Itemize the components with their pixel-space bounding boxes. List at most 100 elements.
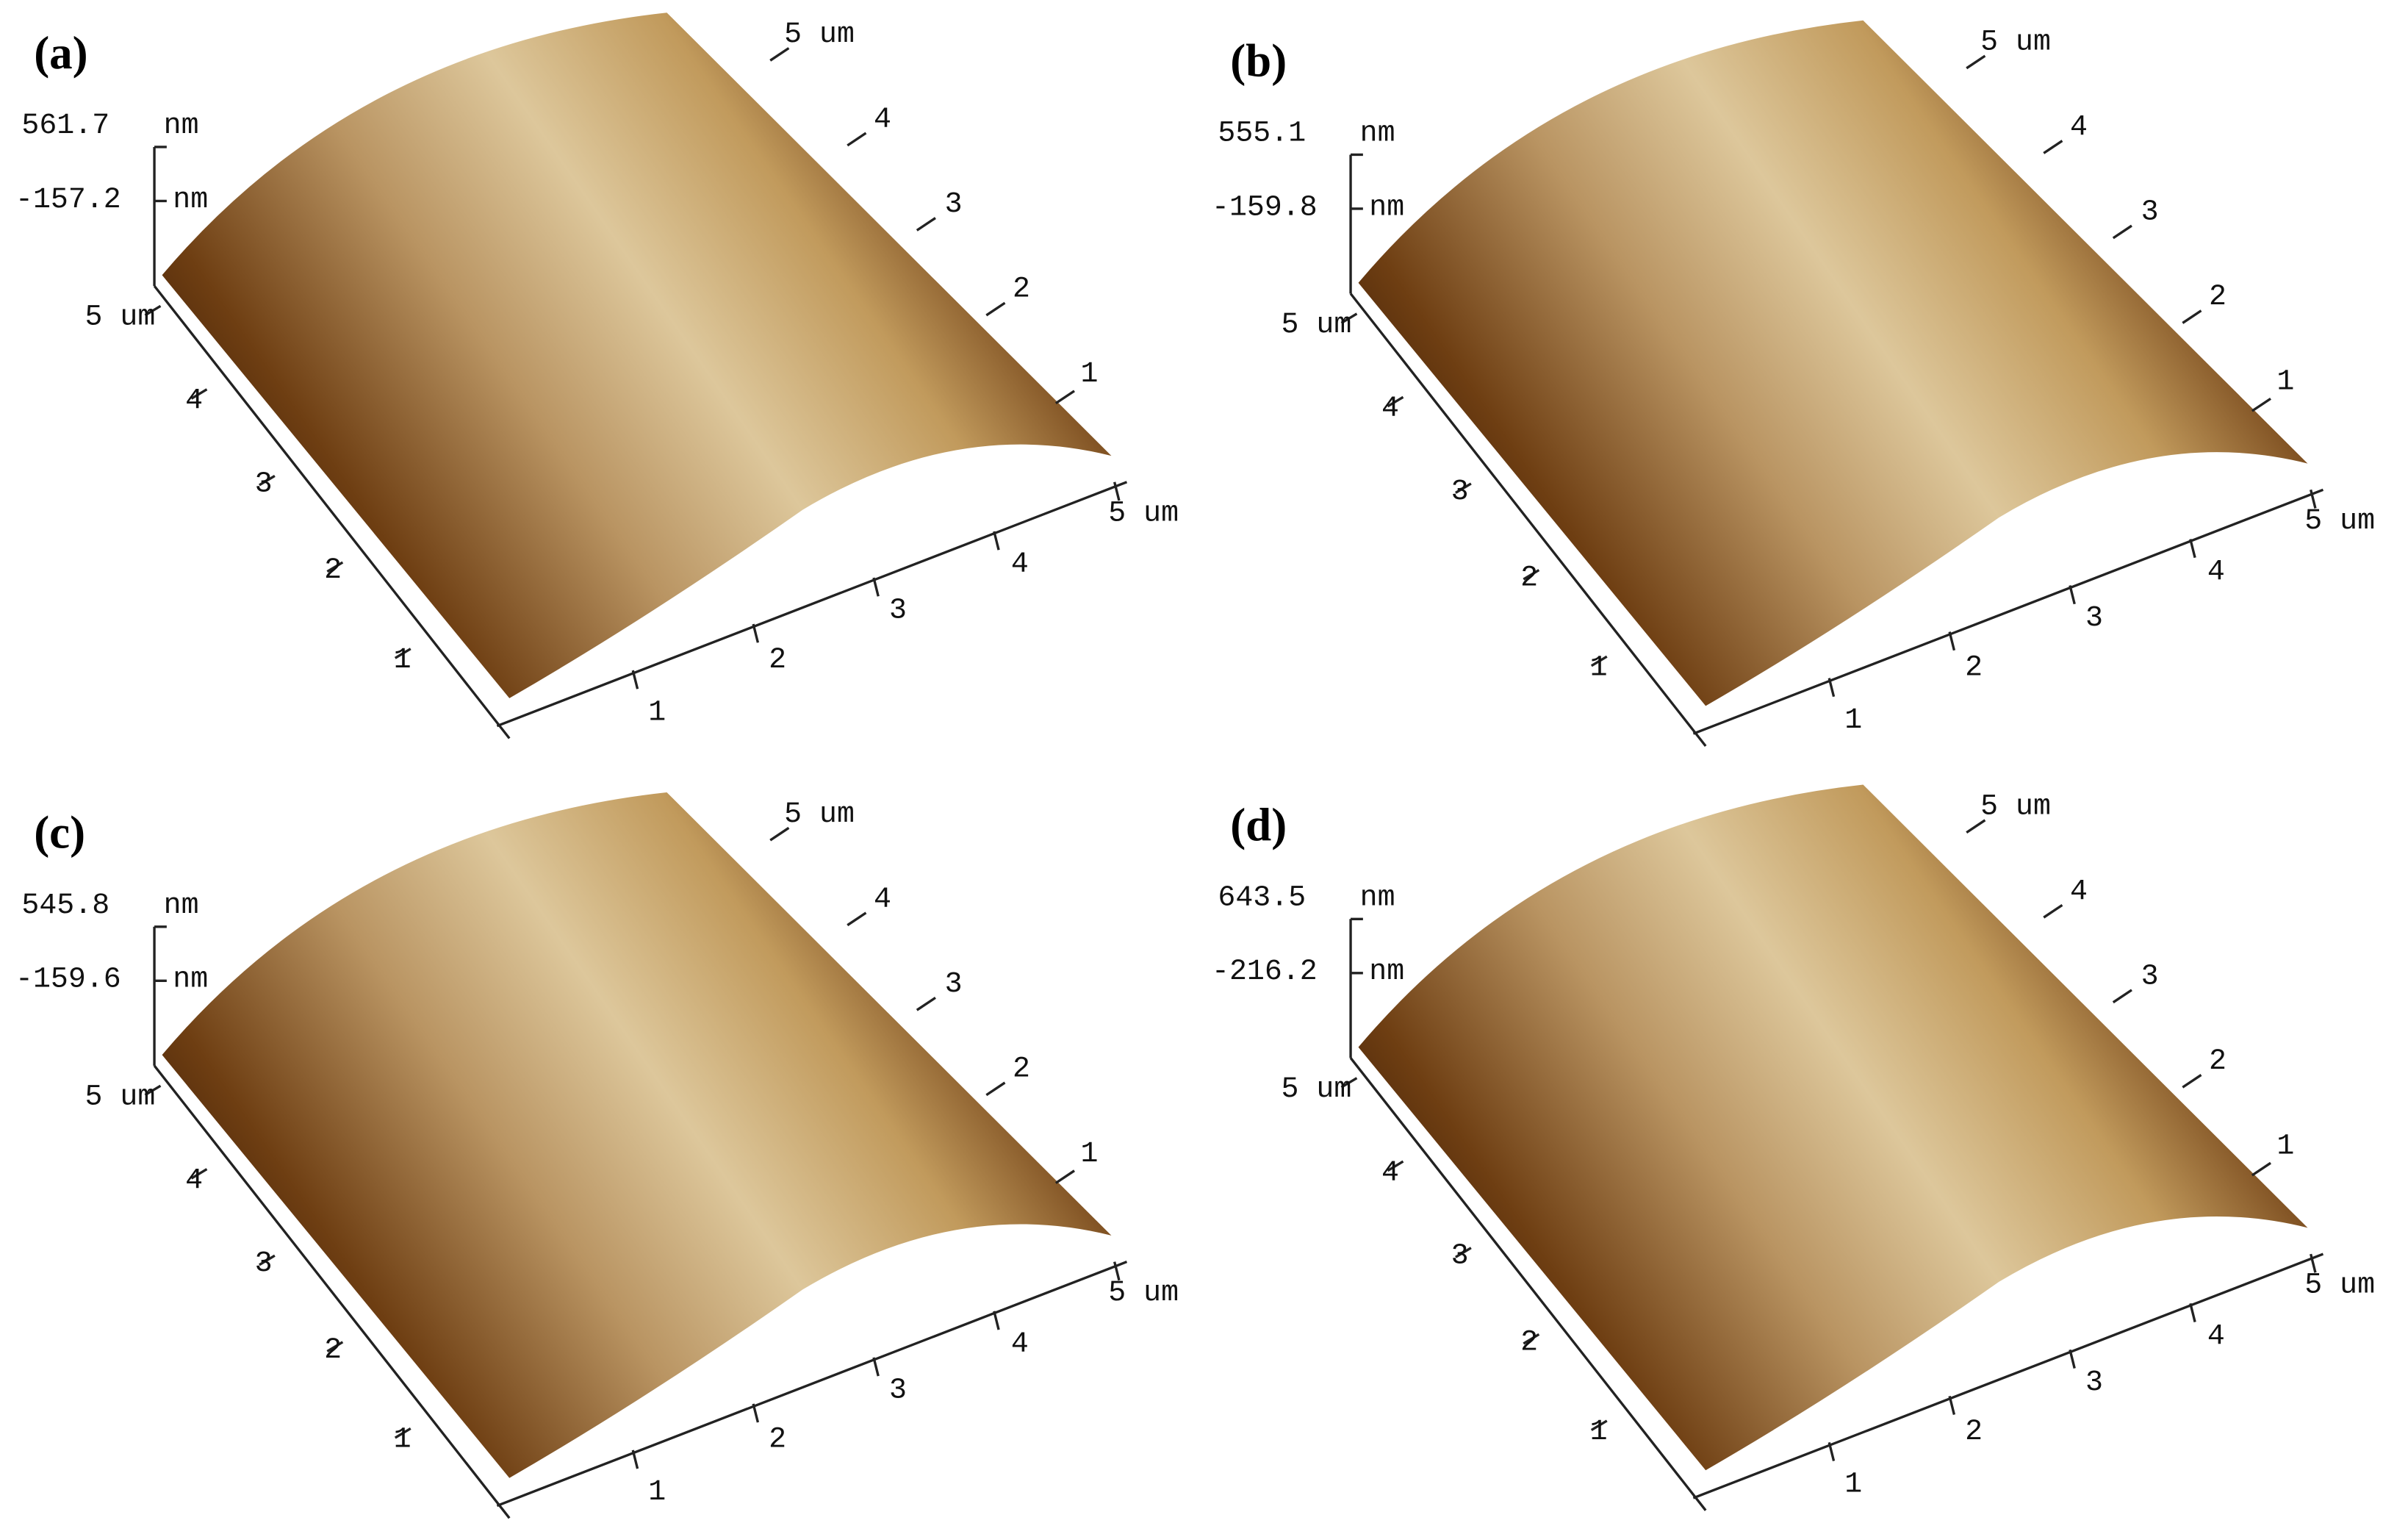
tick-mark <box>1340 312 1358 324</box>
tick-mark <box>1054 390 1075 405</box>
y-tick-label: 3 <box>255 1247 273 1280</box>
tick-mark <box>2310 489 2317 509</box>
y-tick-label: 4 <box>1381 391 1399 424</box>
y-tick-label: 1 <box>1590 1415 1608 1448</box>
x-tick-label: 3 <box>2085 1366 2103 1399</box>
surface <box>162 12 1112 698</box>
tick-mark <box>259 474 276 487</box>
tick-mark <box>985 301 1006 317</box>
back-tick-label: 2 <box>1013 273 1030 306</box>
z-unit: nm <box>1369 190 1404 223</box>
tick-mark <box>2069 585 2076 605</box>
x-tick-label: 3 <box>889 1373 907 1406</box>
x-tick-label: 4 <box>2207 555 2225 588</box>
tick-mark <box>993 531 1000 551</box>
afm-panel: (c) 545.8 nm -159.6 nm 1 1 1 2 2 2 3 3 3 4 4 4 5 um 5 um 5 … <box>15 792 1179 1519</box>
back-tick-label: 5 um <box>1980 789 2051 823</box>
bottom-axis <box>1692 1253 2324 1499</box>
y-tick-label: 5 um <box>1282 1072 1352 1105</box>
x-tick-label: 3 <box>889 594 907 627</box>
tick-mark <box>1948 631 1956 651</box>
tick-mark <box>2069 1349 2076 1369</box>
x-tick-label: 5 um <box>2304 1269 2375 1302</box>
tick-mark <box>2182 309 2202 324</box>
z-max-label: 561.7 <box>21 109 109 142</box>
z-unit: nm <box>173 183 208 216</box>
surface <box>162 792 1112 1478</box>
tick-mark <box>190 1168 208 1180</box>
x-tick-label: 5 um <box>2304 504 2375 537</box>
surface <box>1358 784 2308 1471</box>
bottom-axis <box>496 481 1128 728</box>
z-max-label: 643.5 <box>1218 881 1306 914</box>
back-tick-label: 2 <box>2209 1044 2226 1078</box>
tick-mark <box>1827 1441 1836 1461</box>
back-tick-label: 1 <box>2276 365 2294 398</box>
tick-mark <box>985 1081 1006 1097</box>
tick-mark <box>1523 1333 1540 1345</box>
y-tick-label: 1 <box>394 1423 411 1456</box>
z-min-label: -216.2 <box>1212 955 1318 988</box>
back-tick-label: 5 um <box>784 18 855 51</box>
z-axis <box>153 146 167 287</box>
tick-mark <box>1387 395 1404 408</box>
afm-panel: (d) 643.5 nm -216.2 nm 1 1 1 2 2 2 3 3 3 4 4 4 5 um 5 um 5 … <box>1212 784 2375 1511</box>
back-tick-label: 3 <box>2141 196 2159 229</box>
back-tick-label: 2 <box>2209 280 2226 313</box>
x-tick-label: 2 <box>1965 1415 1983 1448</box>
tick-mark <box>2189 539 2196 559</box>
y-tick-label: 4 <box>185 384 203 417</box>
z-max-label: 555.1 <box>1218 117 1306 150</box>
panel-label: (d) <box>1230 799 1287 850</box>
back-tick-label: 5 um <box>1980 26 2051 59</box>
tick-mark <box>916 996 936 1011</box>
z-axis <box>153 925 167 1066</box>
x-tick-label: 5 um <box>1108 1276 1179 1309</box>
z-min-label: -157.2 <box>15 183 121 216</box>
tick-mark <box>769 47 790 62</box>
left-axis <box>153 284 511 739</box>
panel-label: (a) <box>34 27 87 79</box>
tick-mark <box>394 648 411 659</box>
tick-mark <box>1966 54 1986 70</box>
tick-mark <box>1455 1247 1472 1258</box>
afm-panel: (a) 561.7 nm -157.2 nm 1 1 1 2 2 2 3 3 3 4 4 4 5 um 5 um 5 … <box>15 12 1179 739</box>
tick-mark <box>190 388 208 400</box>
y-tick-label: 2 <box>1520 562 1538 595</box>
back-tick-label: 1 <box>1080 357 1098 390</box>
afm-panel: (b) 555.1 nm -159.8 nm 1 1 1 2 2 2 3 3 3 4 4 4 5 um 5 um 5 … <box>1212 20 2375 748</box>
y-tick-label: 5 um <box>85 301 156 334</box>
x-tick-label: 1 <box>1844 1468 1862 1501</box>
tick-mark <box>631 670 639 689</box>
x-tick-label: 2 <box>769 643 786 676</box>
back-tick-label: 2 <box>1013 1053 1030 1086</box>
tick-mark <box>1387 1160 1404 1172</box>
tick-mark <box>993 1311 1000 1330</box>
x-tick-label: 4 <box>1011 1327 1029 1360</box>
x-tick-label: 2 <box>1965 651 1983 684</box>
tick-mark <box>2251 1161 2271 1177</box>
y-tick-label: 2 <box>1520 1325 1538 1358</box>
back-tick-label: 3 <box>2141 959 2159 992</box>
x-tick-label: 2 <box>769 1423 786 1456</box>
z-min-label: -159.8 <box>1212 190 1318 223</box>
back-tick-label: 1 <box>1080 1137 1098 1170</box>
z-min-label: -159.6 <box>15 963 121 996</box>
y-tick-label: 3 <box>255 467 273 500</box>
back-tick-label: 5 um <box>784 798 855 831</box>
x-tick-label: 1 <box>1844 703 1862 737</box>
y-tick-label: 4 <box>1381 1155 1399 1189</box>
tick-mark <box>144 304 162 317</box>
x-tick-label: 4 <box>1011 548 1029 581</box>
left-axis <box>1349 1057 1707 1511</box>
y-tick-label: 3 <box>1451 475 1469 508</box>
z-unit: nm <box>1360 117 1395 150</box>
tick-mark <box>769 826 790 842</box>
x-tick-label: 3 <box>2085 601 2103 634</box>
surface <box>1358 20 2308 706</box>
back-tick-label: 4 <box>874 103 891 136</box>
tick-mark <box>1113 481 1121 501</box>
tick-mark <box>872 577 880 597</box>
bottom-axis <box>496 1261 1128 1508</box>
